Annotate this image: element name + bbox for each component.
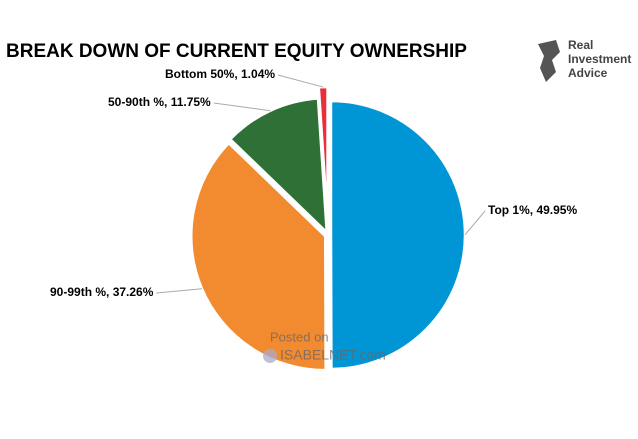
leader-line (277, 74, 324, 88)
logo-text: Investment (568, 52, 631, 66)
watermark-text: Posted on (270, 329, 329, 344)
pie-slice (329, 99, 467, 371)
logo-text: Advice (568, 66, 608, 80)
leader-line (213, 102, 271, 112)
data-label: 50-90th %, 11.75% (108, 95, 211, 109)
pie-slice (228, 97, 329, 236)
logo: Real Investment Advice (538, 38, 631, 82)
pie-slice (317, 85, 329, 222)
leader-line (464, 210, 486, 236)
watermark-text: ISABELNET.com (280, 347, 386, 363)
chart-title: BREAK DOWN OF CURRENT EQUITY OWNERSHIP (6, 41, 467, 62)
logo-icon (538, 40, 560, 82)
watermark-icon (263, 349, 277, 363)
data-label: Top 1%, 49.95% (488, 203, 577, 217)
watermark: Posted on ISABELNET.com (263, 329, 386, 363)
leader-line (156, 288, 203, 294)
pie: Top 1%, 49.95% 90-99th %, 37.26% 50-90th %… (50, 67, 577, 372)
data-label: Bottom 50%, 1.04% (165, 67, 275, 81)
pie-slice (190, 141, 327, 372)
logo-text: Real (568, 38, 593, 52)
data-label: 90-99th %, 37.26% (50, 285, 154, 299)
